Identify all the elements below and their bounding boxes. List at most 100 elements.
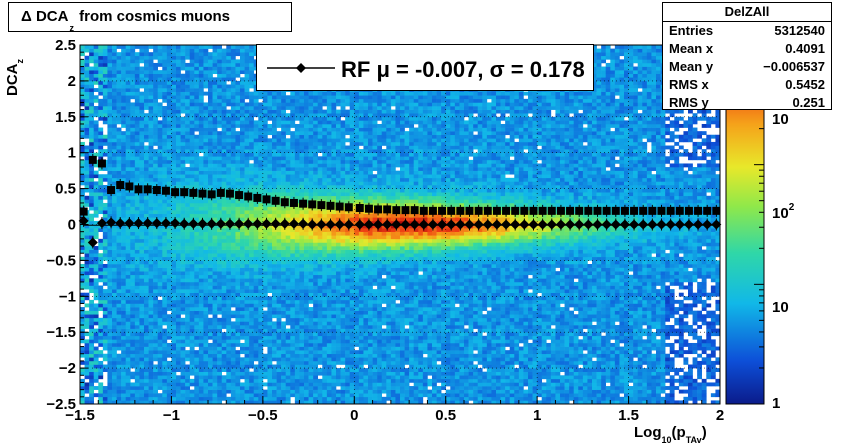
data-point <box>674 219 685 230</box>
data-point <box>556 206 565 215</box>
x-label-part: ) <box>701 424 707 441</box>
data-point <box>79 207 88 216</box>
data-point <box>537 219 548 230</box>
data-point <box>107 186 116 195</box>
colorbar-tick-label: 102 <box>772 202 795 222</box>
legend-box: RF μ = -0.007, σ = 0.178 <box>256 44 594 91</box>
data-point <box>106 217 117 228</box>
data-point <box>711 219 722 230</box>
data-point <box>465 206 474 215</box>
colorbar-tick-label: 1 <box>772 395 780 412</box>
data-point <box>280 198 289 207</box>
stats-value: −0.006537 <box>763 59 825 74</box>
data-point <box>566 206 575 215</box>
data-point <box>703 206 712 215</box>
stats-value: 0.4091 <box>785 41 825 56</box>
heatmap-cells <box>80 45 721 405</box>
data-point <box>601 219 612 230</box>
y-tick-label: −2 <box>59 360 76 377</box>
data-point <box>262 195 271 204</box>
data-point <box>343 219 354 230</box>
data-point <box>630 206 639 215</box>
data-point <box>401 206 410 215</box>
data-point <box>134 185 143 194</box>
data-point <box>555 219 566 230</box>
stats-row-mean-x: Mean x 0.4091 <box>663 40 831 58</box>
data-point <box>355 203 364 212</box>
data-point <box>629 219 640 230</box>
data-point <box>547 206 556 215</box>
data-point <box>446 219 457 230</box>
data-point <box>574 219 585 230</box>
data-point <box>456 206 465 215</box>
data-point <box>160 218 171 229</box>
data-point <box>619 219 630 230</box>
data-point <box>364 204 373 213</box>
data-point <box>143 185 152 194</box>
data-point <box>392 206 401 215</box>
stats-box: DelZAll Entries 5312540 Mean x 0.4091 Mean… <box>662 2 832 110</box>
data-point <box>428 206 437 215</box>
y-tick-label: −2.5 <box>46 396 76 413</box>
data-point <box>97 159 106 168</box>
data-point <box>648 206 657 215</box>
data-point <box>152 186 161 195</box>
data-point <box>335 202 344 211</box>
x-tick-label: −0.5 <box>248 407 278 424</box>
data-point <box>419 206 428 215</box>
data-point <box>427 219 438 230</box>
data-point <box>657 206 666 215</box>
data-point <box>501 219 512 230</box>
data-point <box>538 206 547 215</box>
series-layer <box>78 153 722 249</box>
data-point <box>374 205 383 214</box>
x-label-subscript: TAv <box>685 435 702 445</box>
data-point <box>125 182 134 191</box>
y-tick-label: 1.5 <box>55 109 76 126</box>
data-point <box>179 218 190 229</box>
y-tick-label: 2 <box>68 73 76 90</box>
data-point <box>334 219 345 230</box>
colorbar-tick-label: 10 <box>772 111 789 128</box>
legend-marker <box>267 63 335 73</box>
data-point <box>78 215 89 226</box>
title-box: Δ DCAz from cosmics muons <box>8 2 292 33</box>
data-point <box>235 191 244 200</box>
data-point <box>288 218 299 229</box>
data-point <box>373 219 384 230</box>
title-subscript: z <box>69 23 74 33</box>
tick-labels: −1.5 −1 −0.5 0 0.5 1 1.5 2 −2.5 −2 −1.5 −1 −0.5 0 0.5 1… <box>46 37 794 424</box>
stats-value: 0.5452 <box>785 77 825 92</box>
data-point <box>271 196 280 205</box>
data-point <box>647 219 658 230</box>
x-tick-label: 0.5 <box>435 407 456 424</box>
data-point <box>638 219 649 230</box>
y-tick-label: 0.5 <box>55 181 76 198</box>
data-point <box>665 219 676 230</box>
data-point <box>308 200 317 209</box>
colorbar-tick-superscript: 2 <box>789 202 795 213</box>
data-point <box>693 219 704 230</box>
data-point <box>473 219 484 230</box>
data-point <box>492 206 501 215</box>
data-point <box>87 237 98 248</box>
data-point <box>639 206 648 215</box>
data-point <box>316 219 327 230</box>
data-point <box>474 206 483 215</box>
data-point <box>317 201 326 210</box>
data-point <box>391 219 402 230</box>
data-point <box>383 205 392 214</box>
y-tick-label: −0.5 <box>46 252 76 269</box>
data-point <box>243 218 254 229</box>
data-point <box>299 199 308 208</box>
data-point <box>575 206 584 215</box>
x-axis-label: Log10(pTAv) <box>634 424 707 445</box>
data-point <box>344 203 353 212</box>
data-point <box>216 188 225 197</box>
data-point <box>197 218 208 229</box>
data-point <box>289 198 298 207</box>
data-point <box>675 206 684 215</box>
data-point <box>298 218 309 229</box>
x-tick-label: −1 <box>163 407 180 424</box>
y-tick-label: 2.5 <box>55 37 76 54</box>
